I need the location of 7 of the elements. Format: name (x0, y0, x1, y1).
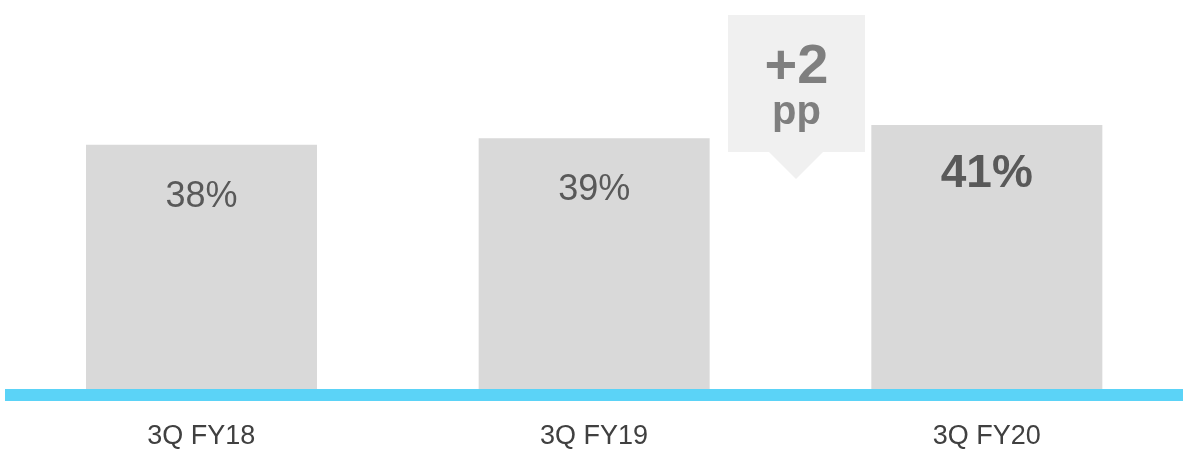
data-label: 38% (165, 173, 238, 215)
x-tick-label: 3Q FY18 (147, 420, 256, 451)
data-label: 39% (558, 167, 631, 209)
annotation: +2 pp (764, 31, 829, 132)
x-tick-label: 3Q FY19 (539, 420, 649, 451)
x-tick-label: 3Q FY20 (932, 420, 1041, 451)
data-label: 41% (940, 145, 1033, 198)
